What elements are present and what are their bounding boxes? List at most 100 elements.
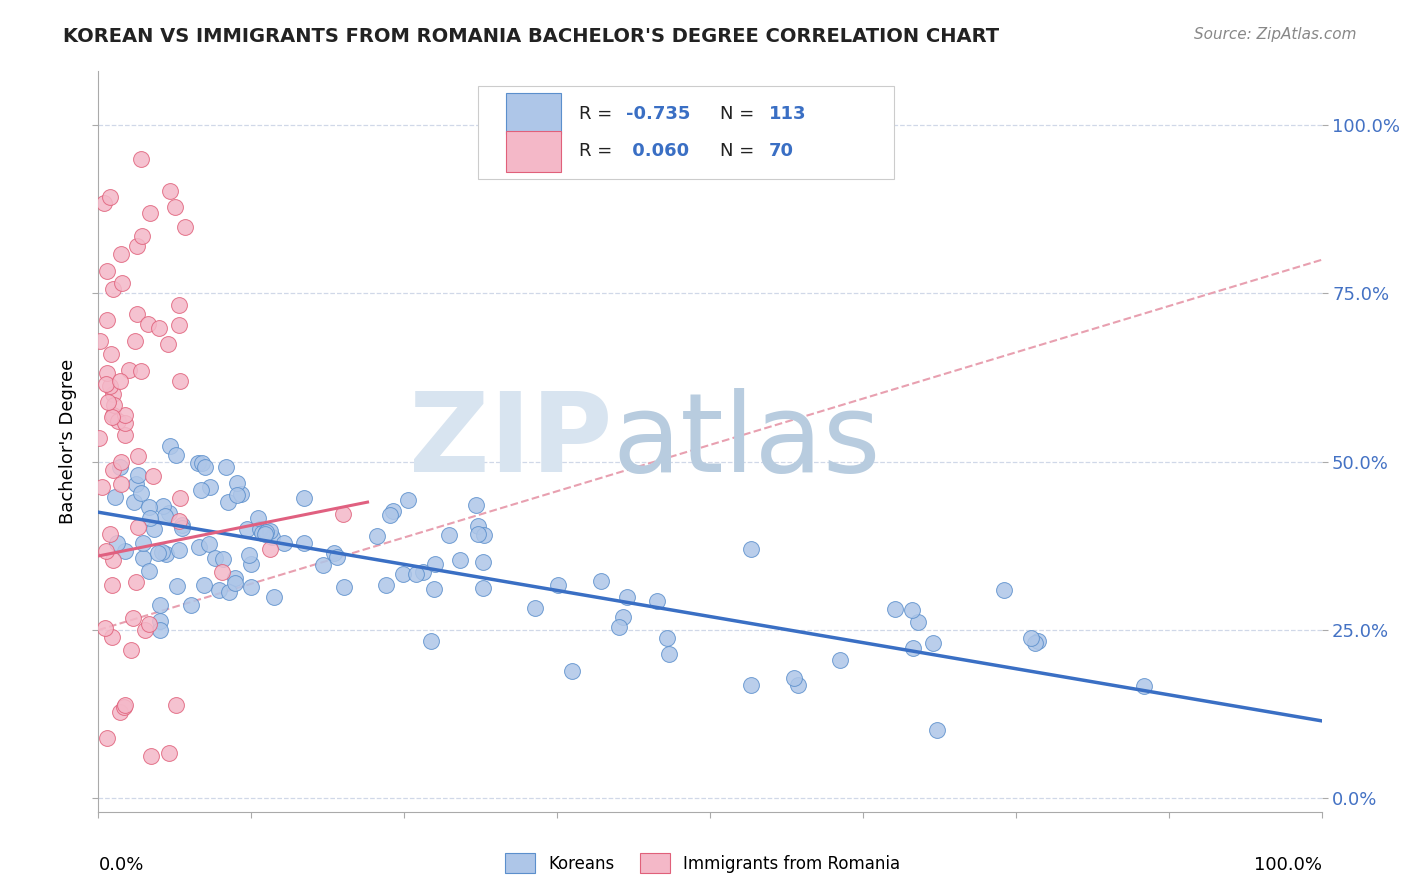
Point — [467, 519, 489, 533]
Point — [332, 507, 354, 521]
Point — [125, 239, 148, 253]
Point — [103, 553, 125, 567]
Point — [138, 500, 160, 515]
Point — [391, 566, 413, 581]
Point — [114, 543, 136, 558]
Point — [547, 578, 569, 592]
Point — [204, 550, 226, 565]
Point — [198, 480, 221, 494]
Point — [152, 500, 174, 514]
Point — [100, 347, 122, 361]
Point — [333, 580, 356, 594]
Point — [922, 636, 945, 650]
Point — [139, 511, 162, 525]
Point — [101, 387, 124, 401]
Point — [236, 522, 259, 536]
Point — [94, 621, 117, 635]
Point — [149, 598, 172, 612]
Text: 0.060: 0.060 — [626, 142, 689, 161]
Point — [125, 575, 148, 590]
Point — [169, 543, 191, 558]
Point — [589, 574, 612, 588]
Point — [786, 677, 808, 691]
Point — [396, 492, 419, 507]
Point — [211, 565, 233, 579]
Point — [155, 509, 177, 524]
Point — [98, 189, 121, 203]
Point — [93, 195, 115, 210]
FancyBboxPatch shape — [506, 131, 561, 171]
Point — [208, 582, 231, 597]
Point — [612, 610, 634, 624]
Point — [131, 228, 153, 243]
Point — [254, 525, 277, 540]
Point — [224, 575, 246, 590]
Point — [326, 550, 349, 565]
Point — [170, 521, 193, 535]
Point — [138, 617, 160, 632]
Text: N =: N = — [720, 104, 759, 123]
Point — [96, 731, 118, 746]
Point — [262, 530, 284, 544]
Point — [423, 582, 446, 597]
Point — [901, 602, 924, 616]
Point — [465, 499, 488, 513]
Point — [323, 546, 346, 560]
Point — [437, 528, 460, 542]
Point — [226, 476, 249, 491]
Point — [1026, 633, 1049, 648]
Point — [292, 491, 315, 505]
Point — [121, 611, 143, 625]
Point — [127, 449, 149, 463]
FancyBboxPatch shape — [478, 87, 894, 178]
Point — [129, 364, 152, 378]
Point — [229, 487, 252, 501]
Point — [138, 318, 160, 332]
Point — [114, 416, 136, 430]
Point — [91, 480, 114, 494]
Point — [191, 456, 214, 470]
Point — [127, 307, 149, 321]
Point — [157, 506, 180, 520]
Point — [173, 219, 195, 234]
Point — [1024, 635, 1046, 649]
Point — [101, 409, 124, 424]
Text: ZIP: ZIP — [409, 388, 612, 495]
Text: 0.0%: 0.0% — [98, 856, 143, 874]
Point — [740, 678, 762, 692]
Point — [167, 297, 190, 311]
Point — [149, 614, 172, 628]
Point — [167, 514, 190, 528]
Point — [96, 313, 118, 327]
Point — [1133, 679, 1156, 693]
Point — [449, 552, 471, 566]
Point — [125, 477, 148, 491]
Point — [194, 460, 217, 475]
Text: KOREAN VS IMMIGRANTS FROM ROMANIA BACHELOR'S DEGREE CORRELATION CHART: KOREAN VS IMMIGRANTS FROM ROMANIA BACHEL… — [63, 27, 1000, 45]
Text: -0.735: -0.735 — [626, 104, 690, 123]
Text: R =: R = — [579, 104, 619, 123]
Point — [97, 394, 120, 409]
Point — [366, 529, 388, 543]
Point — [124, 334, 146, 348]
Point — [187, 540, 209, 554]
Point — [157, 746, 180, 760]
Point — [239, 580, 262, 594]
Point — [165, 698, 187, 712]
Point — [89, 431, 111, 445]
Point — [273, 536, 295, 550]
Point — [108, 374, 131, 388]
Point — [98, 378, 121, 392]
Point — [110, 477, 132, 491]
Point — [104, 490, 127, 504]
Point — [108, 706, 131, 720]
Point — [114, 409, 136, 423]
Text: 113: 113 — [769, 104, 806, 123]
Y-axis label: Bachelor's Degree: Bachelor's Degree — [59, 359, 77, 524]
Point — [783, 671, 806, 685]
Point — [190, 483, 212, 498]
Point — [96, 543, 118, 558]
Point — [224, 571, 246, 585]
Text: Source: ZipAtlas.com: Source: ZipAtlas.com — [1194, 27, 1357, 42]
Point — [180, 598, 202, 612]
